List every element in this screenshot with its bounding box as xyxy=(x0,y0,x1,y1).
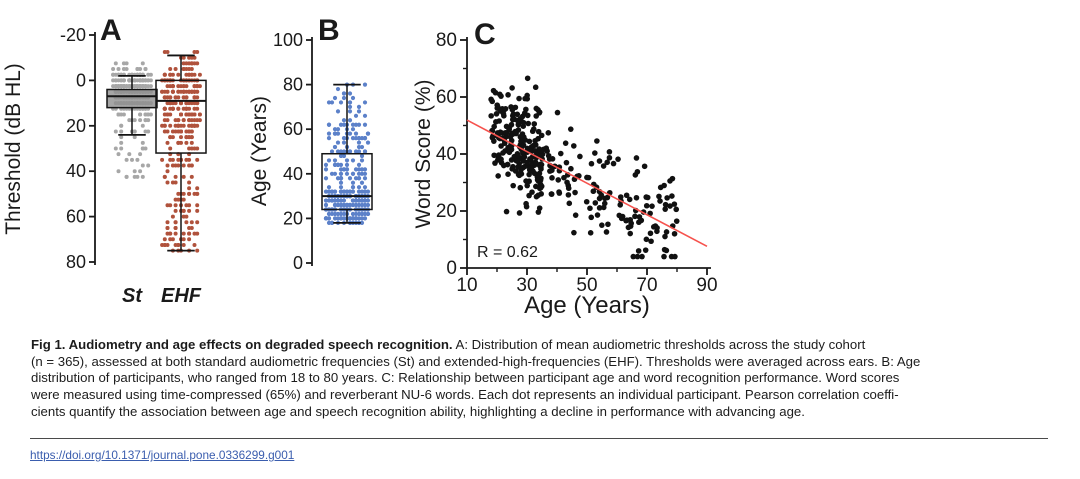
panel-letter: C xyxy=(474,18,496,51)
category-label: St xyxy=(122,285,143,307)
figure-svg: -20 0 20 40 60 80 Threshold (dB HL) A St EHF 0 20 40… xyxy=(2,14,718,319)
y-tick-label: 40 xyxy=(66,161,86,181)
caption-line: Fig 1. Audiometry and age effects on deg… xyxy=(31,337,1071,354)
y-tick-label: 20 xyxy=(436,201,457,222)
y-tick-label: 20 xyxy=(66,116,86,136)
correlation-annotation: R = 0.62 xyxy=(477,244,538,261)
caption-line: cients quantify the association between … xyxy=(31,403,805,419)
x-tick-label: 30 xyxy=(516,275,537,296)
x-axis-title: Age (Years) xyxy=(524,292,650,319)
x-tick-label: 50 xyxy=(576,275,597,296)
y-tick-label: 40 xyxy=(436,144,457,165)
y-axis-title: Age (Years) xyxy=(248,96,271,206)
caption-line: distribution of participants, who ranged… xyxy=(31,370,900,386)
y-tick-label: 0 xyxy=(293,253,303,273)
y-tick-label: 20 xyxy=(283,208,303,228)
y-tick-label: 80 xyxy=(436,30,457,51)
y-tick-label: 80 xyxy=(66,252,86,272)
x-tick-label: 10 xyxy=(456,275,477,296)
box xyxy=(106,88,158,109)
regression-line xyxy=(466,119,708,248)
y-tick-label: 0 xyxy=(446,258,457,279)
panel-c: 0 20 40 60 80 10 30 50 70 90 Word Score (%) Age (Ye… xyxy=(412,18,718,319)
y-tick-label: 100 xyxy=(273,30,303,50)
figure-canvas: -20 0 20 40 60 80 Threshold (dB HL) A St EHF 0 20 40… xyxy=(2,14,718,319)
panel-letter: B xyxy=(318,14,340,47)
figure-caption: Fig 1. Audiometry and age effects on deg… xyxy=(31,337,1071,421)
y-axis-title: Threshold (dB HL) xyxy=(2,63,25,235)
y-tick-label: -20 xyxy=(60,25,86,45)
x-tick-label: 90 xyxy=(696,275,717,296)
boxplot-st xyxy=(106,74,158,136)
boxplot-ehf xyxy=(155,54,207,252)
category-label: EHF xyxy=(161,285,202,307)
y-tick-label: 0 xyxy=(76,70,86,90)
panel-a: -20 0 20 40 60 80 Threshold (dB HL) A St EHF xyxy=(2,14,207,307)
caption-title: Fig 1. Audiometry and age effects on deg… xyxy=(31,337,453,352)
y-tick-label: 60 xyxy=(66,207,86,227)
doi-link[interactable]: https://doi.org/10.1371/journal.pone.033… xyxy=(30,448,295,462)
caption-line: were measured using time-compressed (65%… xyxy=(31,387,899,403)
y-tick-label: 60 xyxy=(283,119,303,139)
box xyxy=(321,152,373,211)
panel-b: 0 20 40 60 80 100 Age (Years) B xyxy=(248,14,373,273)
y-axis-title: Word Score (%) xyxy=(412,80,435,229)
panel-letter: A xyxy=(100,14,122,47)
caption-text: A: Distribution of mean audiometric thre… xyxy=(452,337,866,352)
y-tick-label: 40 xyxy=(283,164,303,184)
scatter-dots xyxy=(488,75,680,260)
caption-line: (n = 365), assessed at both standard aud… xyxy=(31,353,921,369)
y-tick-label: 60 xyxy=(436,87,457,108)
y-tick-label: 80 xyxy=(283,75,303,95)
x-tick-label: 70 xyxy=(636,275,657,296)
divider xyxy=(30,438,1048,439)
box xyxy=(155,79,207,154)
boxplot-b xyxy=(321,83,373,224)
